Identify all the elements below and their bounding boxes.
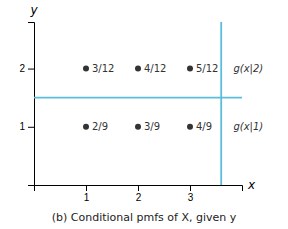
x-tick-label: 2 [136, 192, 142, 203]
x-tick: 2 [136, 185, 142, 203]
x-tick-mark [86, 185, 87, 191]
annotation: g(x|2) [233, 63, 263, 75]
annotation: 4/12 [144, 63, 166, 74]
annotations: 3/12 4/12 5/12 2/9 3/9 4/9 g(x|2) g(x|1) [92, 63, 263, 133]
y-tick-label: 1 [19, 121, 25, 132]
point [83, 124, 89, 130]
annotation: g(x|1) [233, 121, 263, 133]
x-tick: 3 [188, 185, 194, 203]
chart: 123123/124/125/122/93/94/9g(x|2)g(x|1)xy… [0, 0, 288, 229]
y-axis: 12 [19, 23, 34, 186]
reference-line [220, 22, 222, 185]
x-tick-label: 3 [188, 192, 194, 203]
y-axis-label: y [29, 3, 38, 17]
annotation: 4/9 [196, 121, 212, 132]
annotation: 2/9 [92, 121, 108, 132]
plot: 123123/124/125/122/93/94/9g(x|2)g(x|1)xy [19, 3, 263, 203]
y-tick-label: 2 [19, 63, 25, 74]
point [187, 66, 193, 72]
title: (b) Conditional pmfs of X, given y [52, 211, 237, 224]
annotation: 3/12 [92, 63, 114, 74]
marks [34, 22, 242, 185]
x-axis-line [35, 186, 243, 192]
y-tick-mark [28, 69, 34, 70]
x-tick-mark [190, 185, 191, 191]
x-tick: 1 [84, 185, 90, 203]
annotation: 3/9 [144, 121, 160, 132]
x-tick-mark [138, 185, 139, 191]
point [135, 66, 141, 72]
x-axis: 1 2 3 [35, 185, 243, 203]
point [135, 124, 141, 130]
annotation: 5/12 [196, 63, 218, 74]
y-tick: 1 [19, 121, 34, 132]
y-axis-line [28, 23, 35, 186]
x-tick-label: 1 [84, 192, 90, 203]
point [187, 124, 193, 130]
y-tick-mark [28, 127, 34, 128]
y-tick: 2 [19, 63, 34, 74]
reference-line [34, 97, 242, 99]
point [83, 66, 89, 72]
x-axis-label: x [247, 178, 256, 192]
